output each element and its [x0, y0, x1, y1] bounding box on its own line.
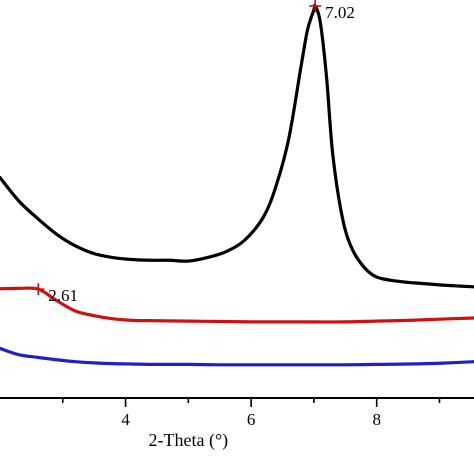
x-tick-label: 8 [372, 410, 381, 429]
peak-label-1: 7.02 [325, 3, 355, 22]
peak-marker-1 [309, 0, 322, 12]
peak-label-2: 2.61 [48, 286, 78, 305]
peak-marker-2 [32, 283, 45, 296]
x-axis-ticks: 4 6 8 [61, 398, 441, 429]
series-line-1 [0, 3, 474, 289]
x-axis-title: 2-Theta (°) [149, 430, 229, 451]
series-layer [0, 3, 474, 367]
x-tick-label: 4 [121, 410, 130, 429]
series-line-2 [0, 286, 474, 324]
series-line-3 [0, 346, 474, 367]
annotation-layer: 7.02 2.61 [32, 0, 355, 305]
plot-area: 7.02 2.61 [0, 0, 474, 367]
x-tick-label: 6 [247, 410, 256, 429]
